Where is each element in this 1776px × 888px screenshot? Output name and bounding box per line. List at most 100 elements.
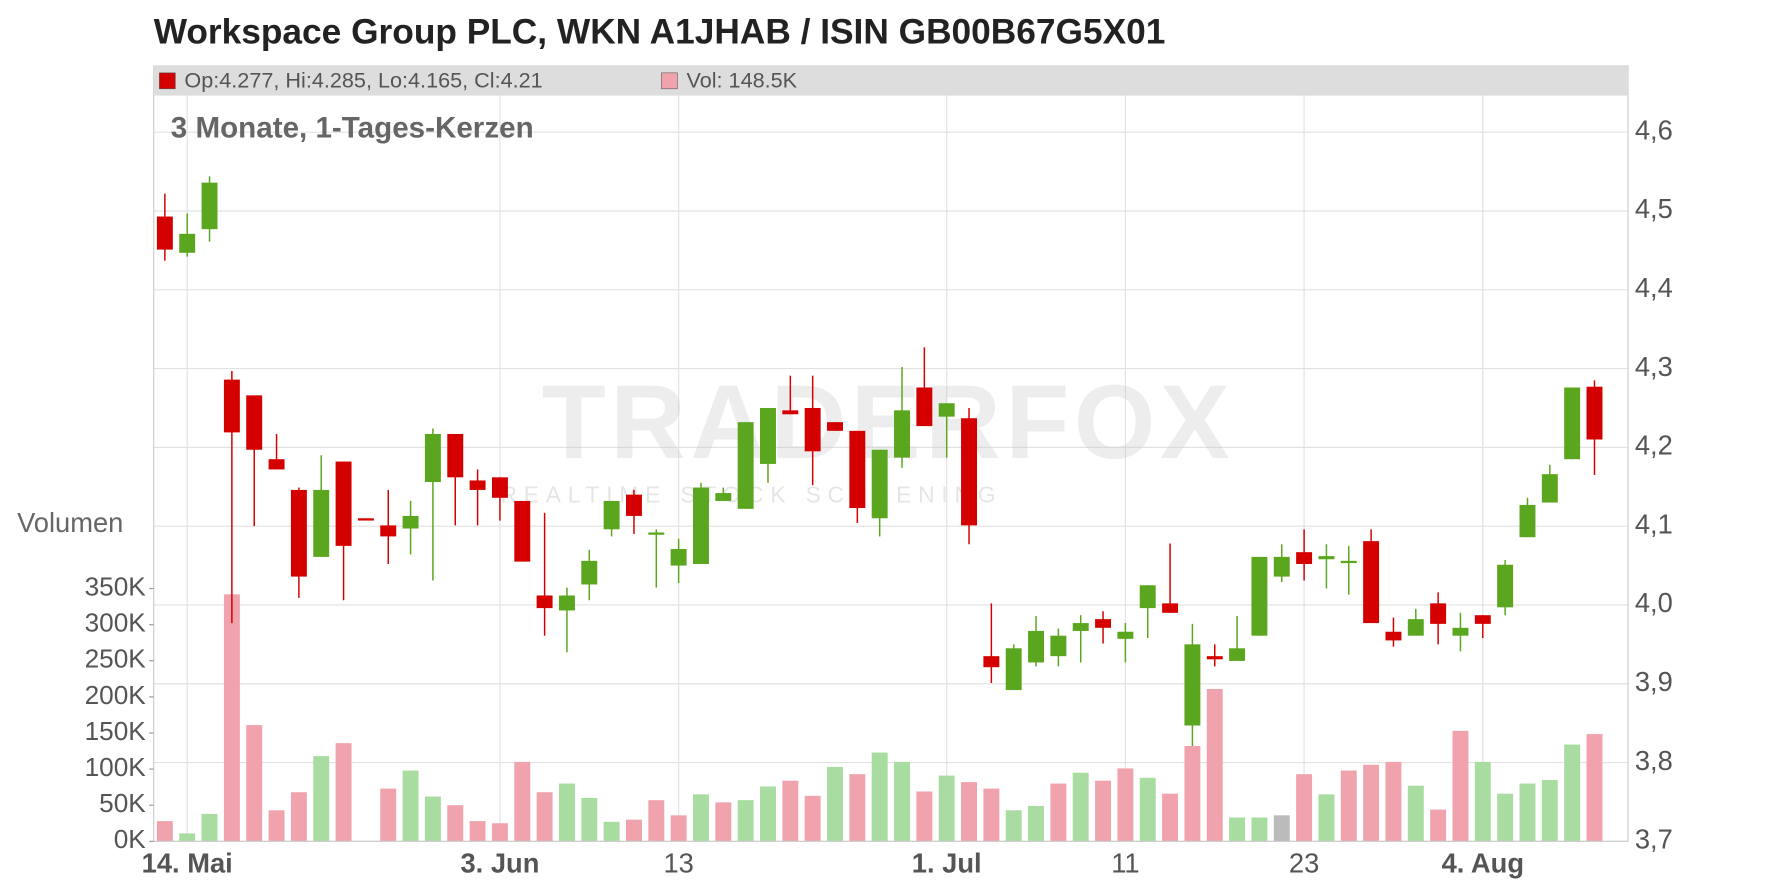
candle-body	[179, 233, 196, 253]
watermark-group: TRADERFOX REALTIME STOCK SCREENING	[500, 364, 1229, 507]
volume-bar	[1117, 768, 1134, 842]
candle-body	[1430, 603, 1447, 624]
volume-bar	[1363, 764, 1380, 842]
candle-body	[424, 433, 441, 483]
volume-bar	[804, 795, 821, 842]
volume-bar	[246, 725, 263, 842]
candle-body	[335, 461, 352, 546]
volume-bar	[1474, 761, 1491, 842]
volume-bar	[1385, 761, 1402, 842]
legend-price: Op:4.277, Hi:4.285, Lo:4.165, Cl:4.21	[184, 68, 542, 93]
candle-body	[1564, 387, 1581, 460]
x-tick-label: 11	[1111, 847, 1139, 878]
volume-bar	[424, 796, 441, 842]
volume-bar	[1251, 817, 1268, 842]
candle-body	[1072, 623, 1089, 631]
volume-bar	[558, 783, 575, 842]
volume-bar	[1050, 783, 1067, 842]
volume-bar	[849, 774, 866, 842]
candle-body	[223, 379, 240, 433]
candle-body	[402, 515, 419, 529]
candle-body	[625, 494, 642, 516]
volume-axis-label: Volumen	[17, 507, 123, 538]
candle-body	[514, 500, 531, 562]
candle-body	[1385, 631, 1402, 641]
legend-swatch-price	[159, 72, 176, 90]
volume-bar	[1184, 746, 1201, 842]
candle-body	[1541, 474, 1558, 503]
volume-bar	[1072, 772, 1089, 842]
volume-bar	[1005, 810, 1022, 842]
candle-body	[1340, 560, 1357, 564]
candle-body	[1497, 564, 1514, 608]
candle-body	[1296, 552, 1313, 564]
candle-body	[290, 489, 307, 577]
candle-body	[938, 403, 955, 417]
volume-bar	[625, 819, 642, 842]
volume-tick-label: 100K	[85, 752, 147, 782]
candle-body	[849, 430, 866, 509]
candle-body	[201, 182, 218, 230]
candle-body	[491, 477, 508, 498]
volume-bar	[1028, 805, 1045, 842]
candle-body	[760, 407, 776, 464]
volume-bar	[402, 770, 419, 842]
candle-body	[1095, 619, 1112, 628]
volume-bar	[760, 786, 776, 842]
x-tick-label: 1. Jul	[912, 847, 982, 878]
volume-bar	[514, 761, 531, 842]
candle-body	[827, 422, 843, 431]
candle-body	[1452, 627, 1469, 636]
candle-body	[782, 410, 799, 415]
candle-body	[603, 500, 620, 530]
volume-bar	[648, 800, 665, 842]
candle-body	[581, 560, 598, 585]
candle-body	[1229, 648, 1246, 661]
volume-bar	[201, 813, 218, 842]
candle-body	[693, 487, 709, 564]
candle-body	[737, 422, 754, 509]
candle-body	[648, 532, 665, 535]
volume-bar	[1519, 783, 1536, 842]
candle-body	[536, 595, 553, 609]
volume-bar	[894, 761, 910, 842]
volume-bars	[156, 594, 1603, 842]
candle-body	[1474, 615, 1491, 624]
volume-tick-label: 150K	[85, 716, 147, 746]
candle-body	[1318, 556, 1335, 560]
volume-bar	[179, 833, 196, 842]
volume-bar	[603, 821, 620, 842]
volume-bar	[1340, 770, 1357, 842]
volume-tick-label: 0K	[114, 824, 147, 854]
y-tick-label: 4,0	[1635, 587, 1673, 618]
candle-body	[916, 387, 933, 427]
volume-bar	[1586, 734, 1603, 842]
candle-body	[380, 525, 397, 537]
candle-body	[1363, 541, 1380, 624]
legend-bar	[153, 66, 1629, 96]
volume-bar	[1139, 777, 1156, 842]
volume-bar	[916, 791, 933, 842]
candle-body	[1273, 556, 1290, 577]
y-tick-label: 3,9	[1635, 666, 1673, 697]
volume-bar	[536, 792, 553, 842]
y-tick-label: 4,1	[1635, 508, 1673, 539]
volume-bar	[1162, 793, 1179, 842]
volume-bar	[1564, 744, 1581, 842]
candle-body	[357, 518, 374, 521]
volume-tick-label: 250K	[85, 644, 147, 674]
chart-subtitle: 3 Monate, 1-Tages-Kerzen	[171, 112, 534, 145]
candle-body	[469, 480, 486, 490]
candle-body	[447, 433, 464, 478]
candle-body	[1139, 585, 1156, 609]
y-tick-label: 4,2	[1635, 430, 1673, 461]
volume-tick-label: 200K	[85, 680, 147, 710]
volume-bar	[380, 788, 397, 842]
volume-bar	[871, 752, 888, 842]
candle-body	[1251, 556, 1268, 636]
x-tick-label: 14. Mai	[142, 847, 233, 878]
volume-bar	[715, 802, 732, 842]
chart-title: Workspace Group PLC, WKN A1JHAB / ISIN G…	[154, 12, 1166, 51]
